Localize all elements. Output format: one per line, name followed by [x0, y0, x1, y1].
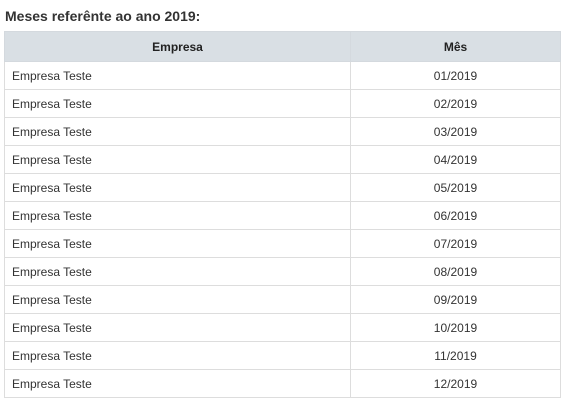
empresa-cell: Empresa Teste	[4, 145, 351, 174]
empresa-cell: Empresa Teste	[4, 173, 351, 202]
empresa-cell: Empresa Teste	[4, 117, 351, 146]
column-header-mes: Mês	[350, 31, 561, 62]
mes-cell: 08/2019	[350, 257, 561, 286]
mes-cell: 07/2019	[350, 229, 561, 258]
table-row: Empresa Teste 03/2019	[4, 117, 561, 146]
table-body: Empresa Teste 01/2019 Empresa Teste 02/2…	[4, 61, 561, 398]
mes-cell: 12/2019	[350, 369, 561, 398]
mes-cell: 11/2019	[350, 341, 561, 370]
mes-cell: 09/2019	[350, 285, 561, 314]
mes-cell: 04/2019	[350, 145, 561, 174]
empresa-cell: Empresa Teste	[4, 61, 351, 90]
mes-cell: 05/2019	[350, 173, 561, 202]
page-title: Meses referênte ao ano 2019:	[5, 8, 201, 24]
table-row: Empresa Teste 12/2019	[4, 369, 561, 398]
mes-cell: 01/2019	[350, 61, 561, 90]
empresa-cell: Empresa Teste	[4, 285, 351, 314]
mes-cell: 10/2019	[350, 313, 561, 342]
mes-cell: 03/2019	[350, 117, 561, 146]
table-row: Empresa Teste 07/2019	[4, 229, 561, 258]
empresa-cell: Empresa Teste	[4, 229, 351, 258]
mes-cell: 06/2019	[350, 201, 561, 230]
table-row: Empresa Teste 06/2019	[4, 201, 561, 230]
table-row: Empresa Teste 11/2019	[4, 341, 561, 370]
empresa-cell: Empresa Teste	[4, 341, 351, 370]
header-row: Empresa Mês	[4, 31, 561, 62]
empresa-cell: Empresa Teste	[4, 89, 351, 118]
table-row: Empresa Teste 04/2019	[4, 145, 561, 174]
empresa-cell: Empresa Teste	[4, 369, 351, 398]
table-row: Empresa Teste 05/2019	[4, 173, 561, 202]
table-header: Empresa Mês	[4, 31, 561, 62]
empresa-cell: Empresa Teste	[4, 201, 351, 230]
mes-cell: 02/2019	[350, 89, 561, 118]
table-row: Empresa Teste 08/2019	[4, 257, 561, 286]
column-header-empresa: Empresa	[4, 31, 351, 62]
table-row: Empresa Teste 09/2019	[4, 285, 561, 314]
empresa-cell: Empresa Teste	[4, 257, 351, 286]
table-row: Empresa Teste 02/2019	[4, 89, 561, 118]
months-table: Empresa Mês Empresa Teste 01/2019 Empres…	[4, 31, 561, 398]
table-row: Empresa Teste 01/2019	[4, 61, 561, 90]
empresa-cell: Empresa Teste	[4, 313, 351, 342]
table-row: Empresa Teste 10/2019	[4, 313, 561, 342]
